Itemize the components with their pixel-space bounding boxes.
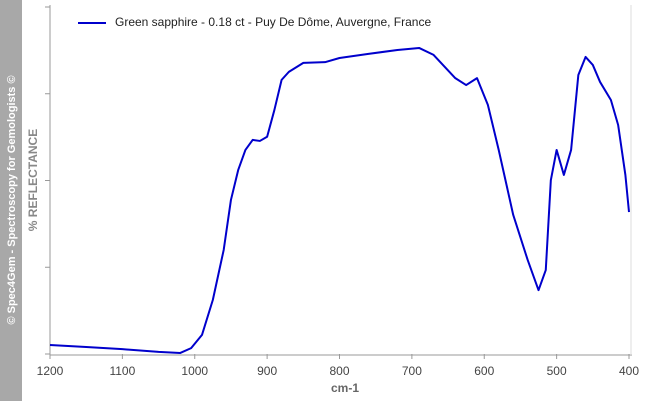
x-tick-label: 1200 (37, 364, 64, 378)
x-tick-label: 400 (619, 364, 639, 378)
x-axis-label: cm-1 (331, 381, 359, 395)
x-tick-label: 900 (257, 364, 277, 378)
x-tick-label: 600 (474, 364, 494, 378)
x-tick-label: 1000 (181, 364, 208, 378)
x-tick-label: 800 (329, 364, 349, 378)
sidebar (0, 0, 22, 401)
x-tick-label: 1100 (109, 364, 135, 378)
legend-label: Green sapphire - 0.18 ct - Puy De Dôme, … (115, 15, 431, 29)
watermark: © Spec4Gem - Spectroscopy for Gemologist… (6, 75, 18, 324)
spectrum-line (49, 46, 630, 354)
y-axis-label: % REFLECTANCE (26, 129, 40, 231)
x-tick-label: 500 (547, 364, 567, 378)
x-tick-label: 700 (402, 364, 422, 378)
